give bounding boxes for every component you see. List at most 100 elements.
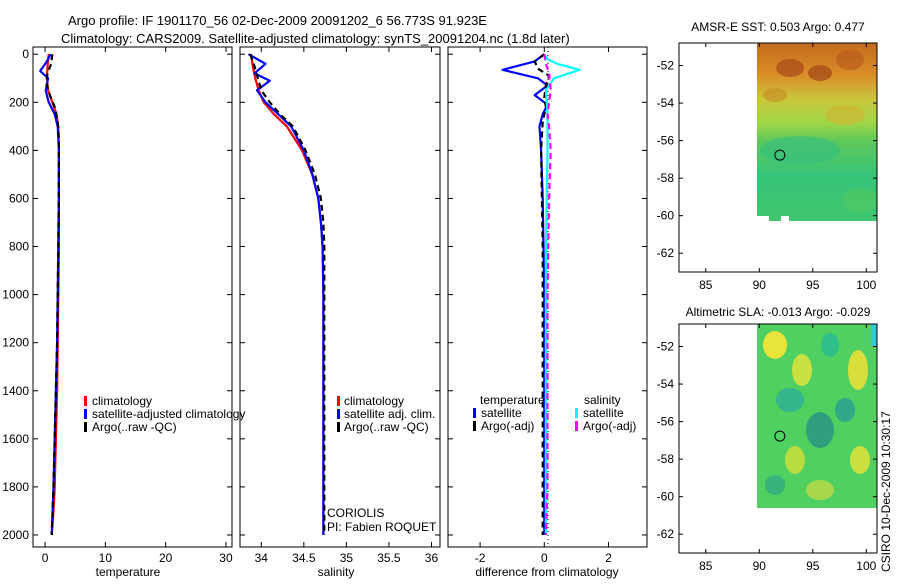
legend-label: satellite adj. clim. [344, 407, 435, 421]
y-tick-label: 800 [9, 240, 29, 254]
temperature-xlabel: temperature [96, 565, 161, 579]
y-tick-label: 1400 [2, 384, 29, 398]
x-tick-label: 10 [99, 551, 113, 565]
difference-legend: temperature salinity satellite Argo(-adj… [473, 393, 636, 433]
salinity-axes-box [239, 46, 441, 548]
legend-label: Argo(..raw -QC) [92, 420, 177, 434]
pi-annotation: PI: Fabien ROQUET [327, 520, 437, 534]
sst-map-panel: AMSR-E SST: 0.503 Argo: 0.477 85 90 95 100 -… [657, 20, 878, 292]
coriolis-annotation: CORIOLIS [327, 506, 384, 520]
y-tick-label: 1600 [2, 432, 29, 446]
map-y-tick-label: -58 [657, 171, 675, 185]
series-line-climatology [250, 54, 325, 535]
map-y-tick-label: -52 [657, 340, 675, 354]
sla-map-title: Altimetric SLA: -0.013 Argo: -0.029 [686, 305, 871, 319]
legend-swatch-climatology [84, 396, 87, 406]
map-x-tick-label: 100 [856, 559, 876, 573]
x-tick-label: 0 [541, 551, 548, 565]
map-x-tick-label: 90 [753, 278, 767, 292]
sla-map-axes-box [678, 323, 878, 554]
argo-position-marker [774, 149, 786, 161]
series-line-salinity-argo [543, 54, 552, 536]
credit-stamp: CSIRO 10-Dec-2009 10:30:17 [879, 411, 893, 572]
title-line-2: Climatology: CARS2009. Satellite-adjuste… [61, 31, 570, 46]
x-tick-label: 2 [605, 551, 612, 565]
sst-heatmap-image [757, 43, 878, 222]
y-tick-label: 400 [9, 143, 29, 157]
temperature-axes-box [32, 46, 233, 548]
x-tick-label: 34.5 [292, 551, 316, 565]
sla-heatmap-image [757, 324, 877, 508]
legend-swatch-climatology [337, 396, 340, 406]
temperature-panel: 0 10 20 30 0 200 400 600 800 1000 1200 1400 1600 1800… [2, 46, 245, 579]
map-y-tick-label: -54 [657, 377, 675, 391]
legend-header-salinity: salinity [584, 393, 621, 407]
map-y-tick-label: -52 [657, 59, 675, 73]
x-tick-label: 35.5 [377, 551, 401, 565]
legend-swatch-sal-argo [575, 421, 578, 431]
map-x-tick-label: 90 [753, 559, 767, 573]
series-line-temperature-satellite [501, 53, 549, 535]
legend-label: satellite-adjusted climatology [92, 407, 245, 421]
difference-panel: -2 0 2 difference from climatology tempera… [447, 46, 648, 579]
legend-swatch-satellite [337, 409, 340, 419]
legend-label: climatology [92, 394, 152, 408]
map-y-tick-label: -60 [657, 209, 675, 223]
map-x-tick-label: 85 [699, 559, 713, 573]
legend-label: Argo(-adj) [481, 419, 534, 433]
legend-swatch-temp-satellite [473, 408, 476, 418]
map-x-tick-label: 95 [806, 559, 820, 573]
legend-label: Argo(-adj) [583, 419, 636, 433]
x-tick-label: 35 [340, 551, 354, 565]
sst-map-title: AMSR-E SST: 0.503 Argo: 0.477 [691, 20, 865, 34]
map-y-tick-label: -56 [657, 415, 675, 429]
x-tick-label: 0 [42, 551, 49, 565]
x-tick-label: 34 [255, 551, 269, 565]
x-tick-label: 36 [425, 551, 439, 565]
map-x-tick-label: 95 [806, 278, 820, 292]
x-tick-label: 20 [159, 551, 173, 565]
map-y-tick-label: -62 [657, 246, 675, 260]
legend-swatch-sal-satellite [575, 408, 578, 418]
series-line-salinity-satellite [543, 53, 581, 535]
series-line-temperature-argo [533, 53, 551, 535]
series-line-argo [45, 54, 61, 536]
map-y-tick-label: -60 [657, 490, 675, 504]
map-x-tick-label: 100 [856, 278, 876, 292]
y-tick-label: 200 [9, 95, 29, 109]
argo-position-marker [774, 430, 786, 442]
legend-swatch-argo [84, 422, 87, 432]
y-tick-label: 600 [9, 191, 29, 205]
salinity-panel: 34 34.5 35 35.5 36 salinity climatology sate… [239, 46, 441, 579]
map-y-tick-label: -62 [657, 527, 675, 541]
map-y-tick-label: -54 [657, 96, 675, 110]
legend-swatch-satellite [84, 409, 87, 419]
series-line-satellite [247, 53, 325, 535]
y-tick-label: 1200 [2, 336, 29, 350]
map-x-tick-label: 85 [699, 278, 713, 292]
legend-label: Argo(..raw -QC) [344, 420, 429, 434]
x-tick-label: 30 [219, 551, 233, 565]
y-tick-label: 1800 [2, 480, 29, 494]
y-tick-label: 2000 [2, 528, 29, 542]
y-tick-label: 1000 [2, 288, 29, 302]
salinity-legend: climatology satellite adj. clim. Argo(..… [337, 394, 435, 434]
legend-swatch-argo [337, 422, 340, 432]
salinity-xlabel: salinity [318, 565, 355, 579]
y-tick-label: 0 [22, 47, 29, 61]
temperature-legend: climatology satellite-adjusted climatolo… [84, 394, 245, 434]
x-tick-label: -2 [475, 551, 486, 565]
title-line-1: Argo profile: IF 1901170_56 02-Dec-2009 … [68, 13, 487, 28]
difference-xlabel: difference from climatology [475, 565, 618, 579]
legend-label: satellite [583, 406, 624, 420]
legend-swatch-temp-argo [473, 421, 476, 431]
legend-header-temperature: temperature [480, 393, 545, 407]
legend-label: climatology [344, 394, 404, 408]
map-y-tick-label: -56 [657, 134, 675, 148]
legend-label: satellite [481, 406, 522, 420]
map-y-tick-label: -58 [657, 452, 675, 466]
sst-map-axes-box [678, 42, 878, 273]
sla-map-panel: Altimetric SLA: -0.013 Argo: -0.029 85 90… [657, 305, 878, 573]
difference-axes-box [447, 46, 648, 548]
